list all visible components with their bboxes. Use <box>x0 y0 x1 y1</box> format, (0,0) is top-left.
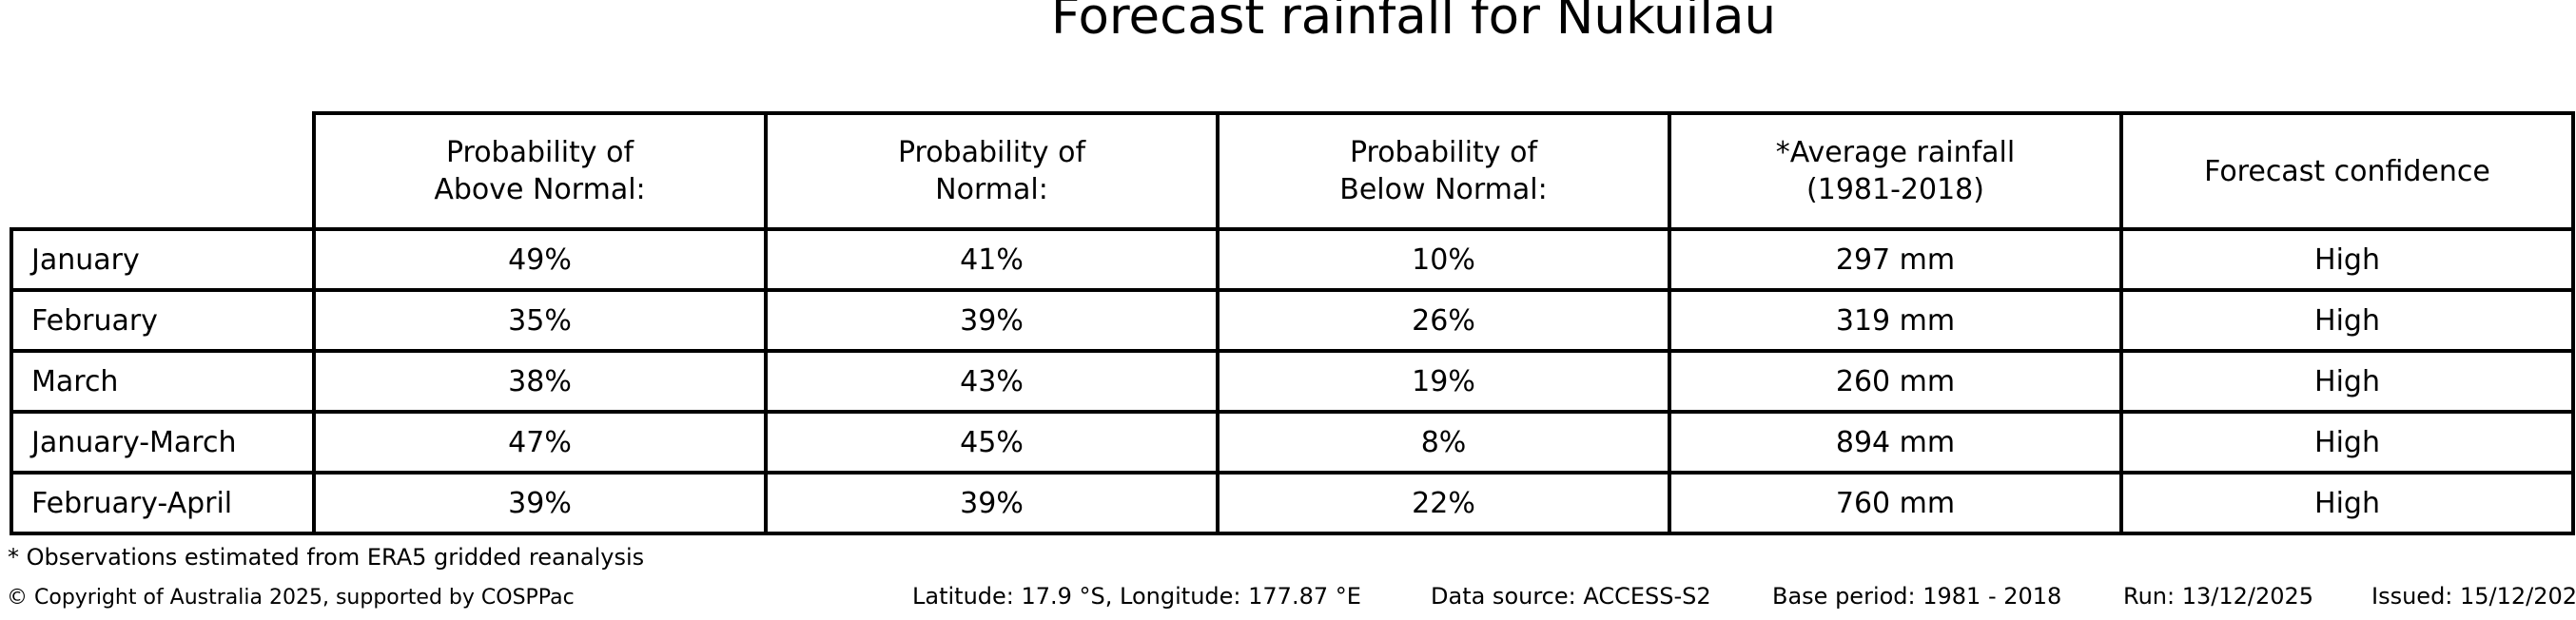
row-label: March <box>10 349 316 414</box>
cell-avg-rainfall: 894 mm <box>1668 410 2123 475</box>
forecast-table: Probability of Above Normal: Probability… <box>10 111 2575 535</box>
corner-cell <box>11 113 314 229</box>
header-avg-rainfall: *Average rainfall (1981-2018) <box>1668 111 2123 231</box>
table-row-january: January 49% 41% 10% 297 mm High <box>10 227 2575 292</box>
cell-normal: 41% <box>764 227 1220 292</box>
cell-normal: 45% <box>764 410 1220 475</box>
cell-above-normal: 35% <box>312 288 768 353</box>
cell-above-normal: 38% <box>312 349 768 414</box>
cell-below-normal: 8% <box>1216 410 1671 475</box>
header-above-normal: Probability of Above Normal: <box>312 111 768 231</box>
cell-normal: 43% <box>764 349 1220 414</box>
cell-confidence: High <box>2119 349 2575 414</box>
cell-avg-rainfall: 297 mm <box>1668 227 2123 292</box>
meta-latlon: Latitude: 17.9 °S, Longitude: 177.87 °E <box>912 583 1361 610</box>
page-title: Forecast rainfall for Nukuilau <box>1050 0 1777 46</box>
cell-above-normal: 49% <box>312 227 768 292</box>
cell-below-normal: 10% <box>1216 227 1671 292</box>
cell-confidence: High <box>2119 227 2575 292</box>
row-label: January-March <box>10 410 316 475</box>
header-row: Probability of Above Normal: Probability… <box>11 111 2575 231</box>
cell-above-normal: 47% <box>312 410 768 475</box>
table-row-february-april: February-April 39% 39% 22% 760 mm High <box>10 471 2575 535</box>
cell-confidence: High <box>2119 288 2575 353</box>
row-label: January <box>10 227 316 292</box>
cell-above-normal: 39% <box>312 471 768 535</box>
row-label: February-April <box>10 471 316 535</box>
header-below-normal: Probability of Below Normal: <box>1216 111 1671 231</box>
cell-below-normal: 22% <box>1216 471 1671 535</box>
table-row-january-march: January-March 47% 45% 8% 894 mm High <box>10 410 2575 475</box>
row-label: February <box>10 288 316 353</box>
meta-base-period: Base period: 1981 - 2018 <box>1772 583 2062 610</box>
cell-normal: 39% <box>764 471 1220 535</box>
cell-avg-rainfall: 319 mm <box>1668 288 2123 353</box>
cell-avg-rainfall: 760 mm <box>1668 471 2123 535</box>
cell-below-normal: 26% <box>1216 288 1671 353</box>
cell-normal: 39% <box>764 288 1220 353</box>
cell-below-normal: 19% <box>1216 349 1671 414</box>
header-forecast-confidence: Forecast confidence <box>2119 111 2575 231</box>
meta-data-source: Data source: ACCESS-S2 <box>1431 583 1711 610</box>
table-row-february: February 35% 39% 26% 319 mm High <box>10 288 2575 353</box>
cell-confidence: High <box>2119 410 2575 475</box>
header-normal: Probability of Normal: <box>764 111 1220 231</box>
cell-confidence: High <box>2119 471 2575 535</box>
cell-avg-rainfall: 260 mm <box>1668 349 2123 414</box>
meta-run-date: Run: 13/12/2025 <box>2123 583 2314 610</box>
table-row-march: March 38% 43% 19% 260 mm High <box>10 349 2575 414</box>
copyright-notice: © Copyright of Australia 2025, supported… <box>7 586 575 610</box>
observations-footnote: * Observations estimated from ERA5 gridd… <box>8 544 645 571</box>
meta-issued-date: Issued: 15/12/2025 <box>2371 583 2576 610</box>
